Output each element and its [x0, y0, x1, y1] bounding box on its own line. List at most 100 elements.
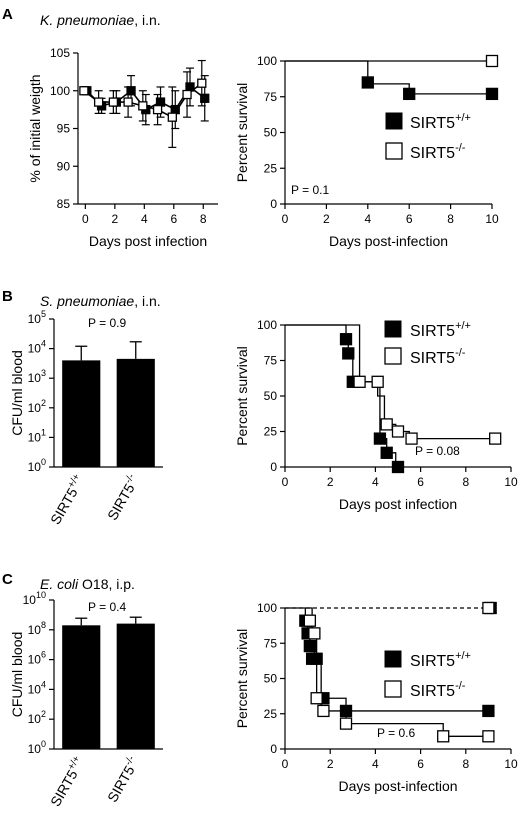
cfu-b-bar — [116, 358, 155, 467]
legend-c: SIRT5+/+ SIRT5-/- — [384, 650, 471, 700]
legend-c-ko-label: SIRT5-/- — [410, 680, 466, 700]
survival-c-y-tick-label: 75 — [264, 636, 278, 650]
survival-a-x-tick-label: 4 — [364, 212, 371, 226]
legend-b-ko-marker — [384, 347, 402, 365]
weight-y-tick-label: 90 — [57, 159, 71, 173]
weight-point — [93, 97, 104, 107]
cfu-c-category-label: SIRT5+/+ — [46, 754, 88, 809]
cfu-b-y-tick-label: 101 — [28, 427, 46, 444]
survival-b-x-tick-label: 6 — [417, 475, 424, 489]
p-value-b-survival: P = 0.08 — [415, 444, 460, 458]
legend-c-wt-marker — [384, 650, 402, 668]
weight-x-tick-label: 8 — [200, 212, 207, 226]
weight-point — [123, 97, 133, 107]
panel-title-c-organism: E. coli — [40, 576, 79, 592]
cfu-c-category-label: SIRT5-/- — [103, 754, 142, 805]
survival-b-y-tick-label: 50 — [264, 389, 278, 403]
weight-point — [167, 112, 177, 122]
legend-b: SIRT5+/+ SIRT5-/- — [384, 320, 471, 367]
weight-point — [126, 86, 136, 96]
survival-c-point — [339, 704, 353, 718]
cfu-b-category-label: SIRT5+/+ — [46, 472, 88, 527]
survival-a-y-tick-label: 50 — [264, 126, 278, 140]
legend-c-ko-marker — [384, 680, 402, 698]
legend-b-wt-marker — [384, 320, 402, 338]
cfu-b-y-axis-label: CFU/ml blood — [9, 350, 25, 436]
cfu-c-y-tick-label: 102 — [28, 709, 46, 726]
cfu-b-y-tick-label: 100 — [28, 457, 46, 474]
weight-x-tick-label: 2 — [111, 212, 118, 226]
survival-c-x-tick-label: 10 — [504, 757, 518, 771]
p-value-c-survival: P = 0.6 — [377, 726, 415, 740]
survival-c-x-tick-label: 6 — [417, 757, 424, 771]
p-value-a: P = 0.1 — [291, 183, 329, 197]
survival-c-x-tick-label: 4 — [372, 757, 379, 771]
survival-c-point — [482, 601, 495, 615]
survival-c-point — [303, 639, 317, 653]
weight-point — [79, 86, 89, 96]
weight-x-tick-label: 0 — [82, 212, 89, 226]
survival-a-x-tick-label: 6 — [406, 212, 413, 226]
survival-b-point — [373, 432, 387, 445]
weight-point — [155, 97, 166, 107]
weight-point — [200, 93, 210, 103]
survival-b-x-tick-label: 2 — [327, 475, 334, 489]
survival-b-point — [391, 460, 405, 474]
survival-b-point — [342, 347, 355, 360]
survival-b-point — [371, 375, 384, 388]
weight-point — [182, 89, 192, 100]
panel-title-a-route: , i.n. — [134, 12, 160, 28]
survival-b-point — [405, 432, 418, 445]
survival-a-x-tick-label: 8 — [447, 212, 454, 226]
survival-a-x-tick-label: 10 — [485, 212, 499, 226]
weight-y-axis-label: % of initial weigth — [27, 74, 43, 182]
survival-a-x-tick-label: 0 — [282, 212, 289, 226]
panel-title-b-route: , i.n. — [134, 293, 160, 309]
survival-b-x-tick-label: 8 — [462, 475, 469, 489]
legend-b-wt-label: SIRT5+/+ — [410, 320, 471, 340]
survival-a-y-tick-label: 0 — [270, 197, 277, 211]
panel-title-a: K. pneumoniae, i.n. — [40, 12, 161, 28]
cfu-c-y-tick-label: 106 — [28, 650, 46, 667]
survival-a-x-axis-label: Days post-infection — [329, 233, 448, 249]
cfu-c-y-tick-label: 108 — [28, 620, 46, 637]
survival-b-x-tick-label: 0 — [282, 475, 289, 489]
cfu-b-y-tick-label: 103 — [28, 368, 46, 385]
panel-title-b: S. pneumoniae, i.n. — [40, 293, 161, 309]
survival-c-x-axis-label: Days post-infection — [338, 778, 457, 794]
survival-b-point — [391, 425, 405, 438]
legend-a-wt-label: SIRT5+/+ — [410, 112, 471, 132]
cfu-c-bar — [62, 625, 101, 749]
survival-a-x-tick-label: 2 — [323, 212, 330, 226]
cfu-b-category-label: SIRT5-/- — [103, 472, 142, 523]
cfu-c-y-tick-label: 1010 — [23, 590, 46, 607]
weight-point — [108, 97, 119, 107]
cfu-c-y-axis-label: CFU/ml blood — [9, 632, 25, 718]
survival-c-point — [308, 627, 321, 640]
weight-x-tick-label: 4 — [141, 212, 148, 226]
survival-c-x-tick-label: 8 — [462, 757, 469, 771]
survival-a-y-tick-label: 100 — [257, 54, 277, 68]
weight-y-tick-label: 105 — [50, 46, 70, 60]
survival-c-y-axis-label: Percent survival — [234, 629, 250, 729]
cfu-b-bar — [62, 360, 101, 467]
survival-b-y-axis-label: Percent survival — [234, 346, 250, 446]
weight-point — [138, 101, 148, 111]
cfu-c-y-tick-label: 100 — [28, 739, 46, 756]
cfu-bar-chart-b: 100 101 102 103 104 105 SIRT5+/+ SIRT5-/- CFU/ml… — [9, 309, 163, 527]
panel-letter-a: A — [2, 6, 13, 23]
cfu-c-y-tick-label: 104 — [28, 679, 46, 696]
p-value-c-bar: P = 0.4 — [88, 600, 126, 614]
weight-y-tick-label: 100 — [50, 84, 70, 98]
survival-c-point — [317, 704, 330, 718]
survival-c-y-tick-label: 100 — [257, 601, 277, 615]
survival-b-x-tick-label: 10 — [504, 475, 518, 489]
survival-b-point — [489, 432, 502, 445]
survival-c-point — [310, 692, 323, 705]
panel-title-a-organism: K. pneumoniae — [40, 12, 134, 28]
legend-b-ko-label: SIRT5-/- — [410, 347, 466, 367]
weight-x-tick-label: 6 — [170, 212, 177, 226]
